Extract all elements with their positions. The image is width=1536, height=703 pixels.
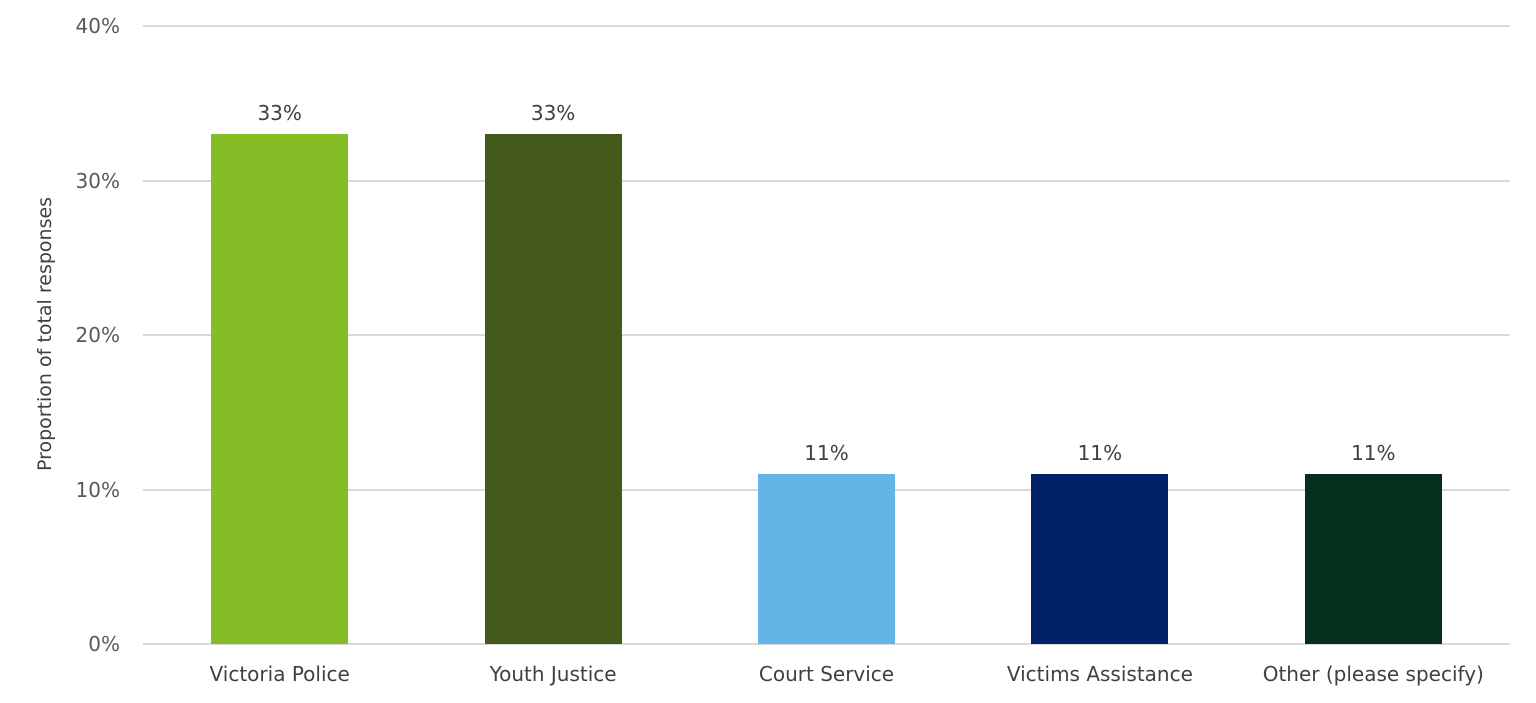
bar-other-please-specify	[1304, 474, 1442, 644]
data-label: 11%	[1077, 441, 1123, 466]
x-tick-label: Other (please specify)	[1262, 662, 1484, 686]
data-label: 11%	[804, 441, 849, 466]
bar-victims-assistance	[1031, 474, 1169, 644]
bar-court-service	[758, 474, 895, 644]
data-label: 11%	[1351, 441, 1396, 466]
x-axis-baseline	[143, 643, 1510, 645]
x-tick-label: Victims Assistance	[1006, 662, 1193, 686]
y-tick-0: 0%	[88, 632, 120, 656]
y-tick-30: 30%	[75, 169, 120, 193]
bar-youth-justice	[484, 134, 622, 644]
y-tick-20: 20%	[75, 323, 120, 347]
bar-victoria-police	[211, 134, 349, 644]
x-tick-label: Victoria Police	[209, 662, 350, 686]
gridline-30	[143, 180, 1510, 182]
y-tick-10: 10%	[75, 478, 120, 502]
gridline-40	[143, 25, 1510, 27]
x-tick-label: Youth Justice	[489, 662, 617, 686]
y-tick-40: 40%	[75, 14, 120, 38]
x-tick-label: Court Service	[758, 662, 895, 686]
data-label: 33%	[530, 101, 576, 126]
gridline-20	[143, 334, 1510, 336]
data-label: 33%	[257, 101, 302, 126]
